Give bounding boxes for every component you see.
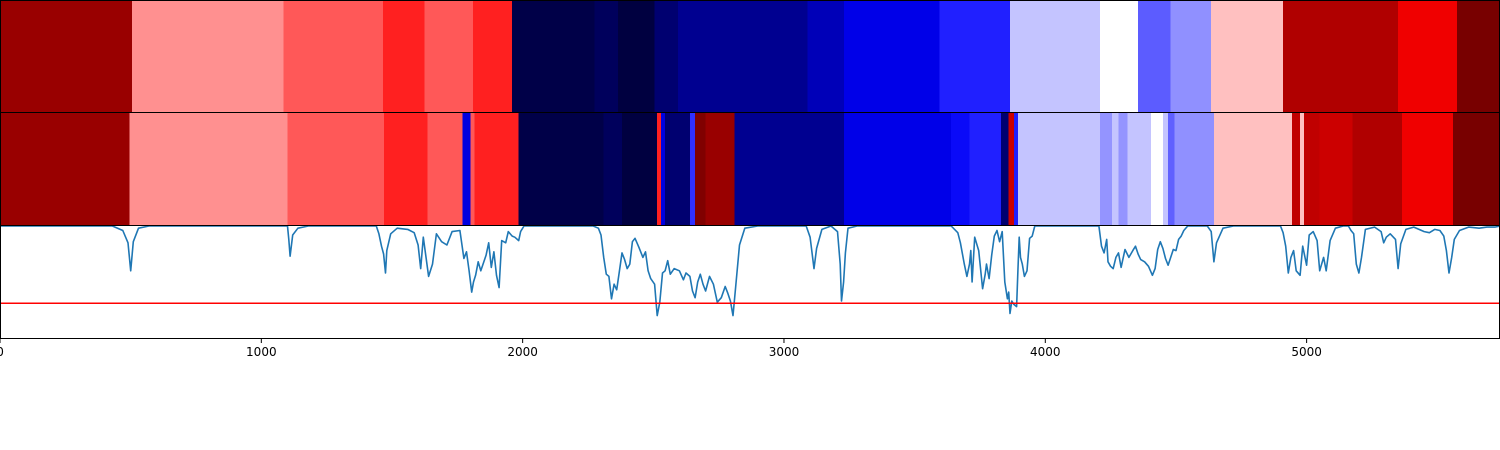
heatmap-cell-bottom (1000, 113, 1010, 225)
heatmap-cell-top (807, 1, 845, 112)
heatmap-cell-top (382, 1, 425, 112)
heatmap-cell-top (654, 1, 679, 112)
heatmap-cell-bottom (1402, 113, 1454, 225)
heatmap-cell-bottom (695, 113, 706, 225)
heatmap-cell-bottom (1292, 113, 1301, 225)
heatmap-cell-bottom (1013, 113, 1019, 225)
line-panel (0, 225, 1500, 339)
heatmap-cell-top (678, 1, 808, 112)
line-panel-frame (0, 225, 1500, 339)
heatmap-cell-bottom (1008, 113, 1015, 225)
x-tick-label: 5000 (1291, 345, 1322, 359)
heatmap-cell-bottom (1352, 113, 1403, 225)
heatmap-cell-top (1170, 1, 1212, 112)
heatmap-track-bottom (0, 112, 1500, 226)
heatmap-cell-bottom (1162, 113, 1169, 225)
heatmap-cell-top (939, 1, 1011, 112)
heatmap-cell-bottom (1151, 113, 1164, 225)
heatmap-cell-bottom (1100, 113, 1113, 225)
heatmap-cell-top (472, 1, 513, 112)
heatmap-cell-top (594, 1, 619, 112)
heatmap-cell-top (424, 1, 474, 112)
heatmap-cell-bottom (1319, 113, 1353, 225)
heatmap-cell-top (1398, 1, 1458, 112)
heatmap-cell-bottom (1111, 113, 1119, 225)
x-tick-label: 3000 (769, 345, 800, 359)
heatmap-cell-bottom (384, 113, 428, 225)
x-tick-label: 1000 (246, 345, 277, 359)
heatmap-cell-bottom (657, 113, 662, 225)
heatmap-cell-bottom (689, 113, 696, 225)
heatmap-cell-bottom (661, 113, 666, 225)
heatmap-cell-bottom (129, 113, 288, 225)
heatmap-cell-top (1211, 1, 1284, 112)
heatmap-cell-top (844, 1, 940, 112)
heatmap-cell-bottom (1304, 113, 1320, 225)
heatmap-cell-bottom (1300, 113, 1305, 225)
x-tick-label: 0 (0, 345, 4, 359)
heatmap-cell-bottom (734, 113, 845, 225)
line-series (0, 225, 1500, 317)
heatmap-cell-top (283, 1, 384, 112)
heatmap-cell-bottom (0, 113, 130, 225)
x-tick-label: 2000 (507, 345, 538, 359)
heatmap-cell-bottom (665, 113, 691, 225)
heatmap-cell-top (618, 1, 655, 112)
heatmap-cell-bottom (1168, 113, 1175, 225)
heatmap-cell-bottom (1017, 113, 1101, 225)
heatmap-cell-top (512, 1, 595, 112)
heatmap-cell-bottom (603, 113, 623, 225)
heatmap-cell-top (1138, 1, 1172, 112)
heatmap-cell-bottom (427, 113, 463, 225)
heatmap-cell-bottom (462, 113, 471, 225)
heatmap-cell-bottom (951, 113, 970, 225)
x-tick-label: 4000 (1030, 345, 1061, 359)
heatmap-cell-bottom (844, 113, 952, 225)
heatmap-cell-top (1010, 1, 1101, 112)
x-axis: 0 1000 2000 3000 4000 5000 (0, 338, 1322, 359)
heatmap-cell-bottom (1213, 113, 1293, 225)
heatmap-cell-top (131, 1, 284, 112)
heatmap-cell-top (1100, 1, 1139, 112)
heatmap-cell-bottom (287, 113, 385, 225)
heatmap-cell-bottom (1174, 113, 1215, 225)
heatmap-cell-top (1456, 1, 1500, 112)
heatmap-cell-top (1283, 1, 1399, 112)
heatmap-cell-bottom (621, 113, 658, 225)
heatmap-cell-bottom (470, 113, 475, 225)
heatmap-cell-bottom (1118, 113, 1128, 225)
heatmap-track-top (0, 0, 1500, 113)
heatmap-cell-bottom (474, 113, 520, 225)
heatmap-cell-bottom (518, 113, 604, 225)
heatmap-cell-bottom (1127, 113, 1152, 225)
heatmap-cell-top (0, 1, 133, 112)
heatmap-cell-bottom (705, 113, 735, 225)
heatmap-cell-bottom (1452, 113, 1500, 225)
heatmap-cell-bottom (969, 113, 1002, 225)
